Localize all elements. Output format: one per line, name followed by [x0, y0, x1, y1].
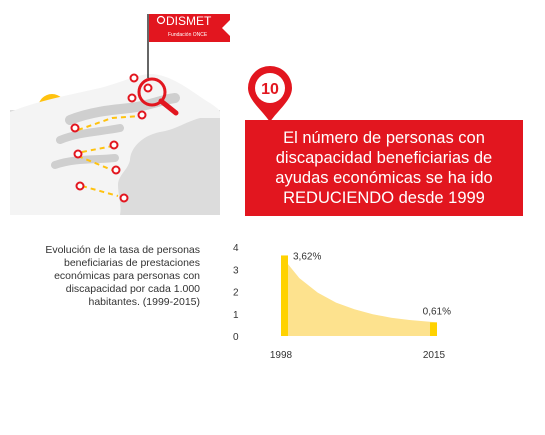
brand-name: DISMET — [166, 14, 212, 28]
headline-number: 10 — [261, 81, 279, 98]
illustration: DISMET Fundación ONCE — [10, 14, 230, 215]
magnifier-icon — [137, 77, 179, 116]
y-tick-label: 2 — [233, 288, 239, 299]
bar-start — [281, 255, 288, 336]
chart-description: Evolución de la tasa de personas benefic… — [45, 244, 200, 308]
y-axis: 0 1 2 3 4 — [233, 243, 239, 343]
headline-text: El número de personas con discapacidad b… — [275, 129, 493, 207]
map-pin-icon — [70, 73, 153, 203]
map-pin-icon: 10 — [248, 66, 292, 122]
brand-subtitle: Fundación ONCE — [168, 32, 208, 38]
x-axis: 1998 2015 — [270, 350, 446, 361]
x-tick-label: 2015 — [423, 350, 446, 361]
y-tick-label: 1 — [233, 310, 239, 321]
end-value-label: 0,61% — [423, 306, 451, 317]
headline-box: El número de personas con discapacidad b… — [245, 120, 523, 216]
flag-icon — [147, 14, 230, 78]
y-tick-label: 4 — [233, 243, 239, 254]
y-tick-label: 0 — [233, 332, 239, 343]
chart: 0 1 2 3 4 3,62% 0,61% 1998 2015 — [233, 243, 451, 361]
y-tick-label: 3 — [233, 265, 239, 276]
route-line — [77, 115, 141, 197]
area-series — [281, 255, 437, 336]
bar-end — [430, 322, 437, 336]
start-value-label: 3,62% — [293, 251, 321, 262]
x-tick-label: 1998 — [270, 350, 293, 361]
